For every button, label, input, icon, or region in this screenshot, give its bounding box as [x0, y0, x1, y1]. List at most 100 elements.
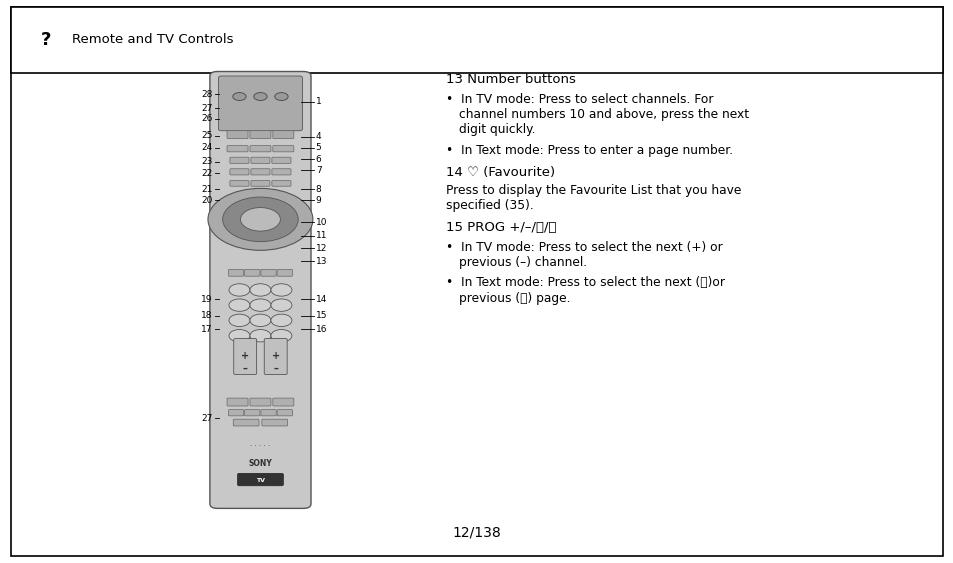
FancyBboxPatch shape	[250, 146, 271, 152]
Text: 16: 16	[315, 325, 327, 334]
Circle shape	[240, 208, 280, 231]
FancyBboxPatch shape	[264, 338, 287, 374]
FancyBboxPatch shape	[261, 270, 276, 276]
Text: SONY: SONY	[249, 459, 272, 468]
FancyBboxPatch shape	[233, 338, 256, 374]
Text: 23: 23	[201, 157, 213, 166]
Circle shape	[229, 314, 250, 327]
Text: •  In TV mode: Press to select the next (+) or: • In TV mode: Press to select the next (…	[446, 241, 722, 254]
Circle shape	[271, 314, 292, 327]
Circle shape	[253, 92, 267, 100]
Circle shape	[229, 329, 250, 342]
Text: 27: 27	[201, 104, 213, 113]
Text: previous (–) channel.: previous (–) channel.	[458, 256, 586, 269]
Text: –: –	[273, 364, 278, 374]
FancyBboxPatch shape	[250, 131, 271, 138]
Circle shape	[229, 284, 250, 296]
Circle shape	[274, 92, 288, 100]
Circle shape	[271, 284, 292, 296]
Text: 27: 27	[201, 414, 213, 423]
Circle shape	[250, 284, 271, 296]
Text: 14: 14	[315, 295, 327, 304]
Text: 22: 22	[201, 169, 213, 178]
Text: 8: 8	[315, 185, 321, 194]
Circle shape	[250, 314, 271, 327]
Text: 10: 10	[315, 218, 327, 227]
FancyBboxPatch shape	[277, 270, 293, 276]
Text: –: –	[242, 364, 248, 374]
Circle shape	[250, 329, 271, 342]
FancyBboxPatch shape	[233, 419, 258, 426]
Text: TV: TV	[255, 479, 265, 483]
Text: 28: 28	[201, 90, 213, 99]
FancyBboxPatch shape	[251, 157, 270, 163]
FancyBboxPatch shape	[261, 410, 276, 416]
FancyBboxPatch shape	[237, 473, 283, 486]
FancyBboxPatch shape	[227, 398, 248, 406]
Text: 17: 17	[201, 325, 213, 334]
FancyBboxPatch shape	[277, 410, 293, 416]
FancyBboxPatch shape	[272, 169, 291, 175]
Text: 21: 21	[201, 185, 213, 194]
Circle shape	[208, 189, 313, 251]
Text: digit quickly.: digit quickly.	[458, 123, 535, 136]
FancyBboxPatch shape	[272, 181, 291, 186]
Text: 13 Number buttons: 13 Number buttons	[446, 73, 576, 86]
Text: 24: 24	[201, 144, 213, 153]
Text: 11: 11	[315, 231, 327, 240]
Text: 13: 13	[315, 257, 327, 266]
FancyBboxPatch shape	[230, 181, 249, 186]
Circle shape	[233, 92, 246, 100]
Text: +: +	[272, 351, 279, 361]
Text: •  In TV mode: Press to select channels. For: • In TV mode: Press to select channels. …	[446, 93, 713, 106]
FancyBboxPatch shape	[229, 410, 244, 416]
Text: Press to display the Favourite List that you have: Press to display the Favourite List that…	[446, 184, 741, 197]
Text: 19: 19	[201, 295, 213, 304]
Text: previous (Ⓕ) page.: previous (Ⓕ) page.	[458, 292, 570, 305]
Text: 6: 6	[315, 154, 321, 163]
FancyBboxPatch shape	[230, 169, 249, 175]
FancyBboxPatch shape	[229, 270, 244, 276]
Text: specified (35).: specified (35).	[446, 199, 534, 212]
Text: 4: 4	[315, 132, 321, 141]
Text: 9: 9	[315, 195, 321, 204]
Text: 26: 26	[201, 114, 213, 123]
Text: 15: 15	[315, 311, 327, 320]
Circle shape	[222, 197, 298, 242]
Text: Remote and TV Controls: Remote and TV Controls	[71, 33, 233, 47]
FancyBboxPatch shape	[273, 398, 294, 406]
Text: 5: 5	[315, 144, 321, 153]
Circle shape	[229, 299, 250, 311]
Text: 12: 12	[315, 244, 327, 253]
FancyBboxPatch shape	[230, 157, 249, 163]
FancyBboxPatch shape	[273, 131, 294, 138]
Text: 15 PROG +/–/Ⓓ/Ⓕ: 15 PROG +/–/Ⓓ/Ⓕ	[446, 221, 557, 234]
FancyBboxPatch shape	[251, 169, 270, 175]
Text: 18: 18	[201, 311, 213, 320]
FancyBboxPatch shape	[244, 410, 259, 416]
FancyBboxPatch shape	[261, 419, 288, 426]
Text: •  In Text mode: Press to select the next (Ⓓ)or: • In Text mode: Press to select the next…	[446, 276, 724, 289]
FancyBboxPatch shape	[227, 146, 248, 152]
Circle shape	[271, 299, 292, 311]
Text: 12/138: 12/138	[452, 525, 501, 539]
FancyBboxPatch shape	[272, 157, 291, 163]
Text: ?: ?	[41, 31, 51, 49]
Text: 25: 25	[201, 131, 213, 140]
Text: 14 ♡ (Favourite): 14 ♡ (Favourite)	[446, 166, 555, 179]
Text: •  In Text mode: Press to enter a page number.: • In Text mode: Press to enter a page nu…	[446, 144, 733, 157]
Text: +: +	[241, 351, 249, 361]
FancyBboxPatch shape	[250, 398, 271, 406]
Bar	[11, 7, 942, 73]
Circle shape	[271, 329, 292, 342]
FancyBboxPatch shape	[251, 181, 270, 186]
FancyBboxPatch shape	[227, 131, 248, 138]
FancyBboxPatch shape	[273, 146, 294, 152]
Text: 20: 20	[201, 195, 213, 204]
FancyBboxPatch shape	[244, 270, 259, 276]
Text: 7: 7	[315, 166, 321, 175]
Text: 1: 1	[315, 97, 321, 106]
FancyBboxPatch shape	[218, 76, 302, 131]
Circle shape	[250, 299, 271, 311]
FancyBboxPatch shape	[210, 72, 311, 508]
